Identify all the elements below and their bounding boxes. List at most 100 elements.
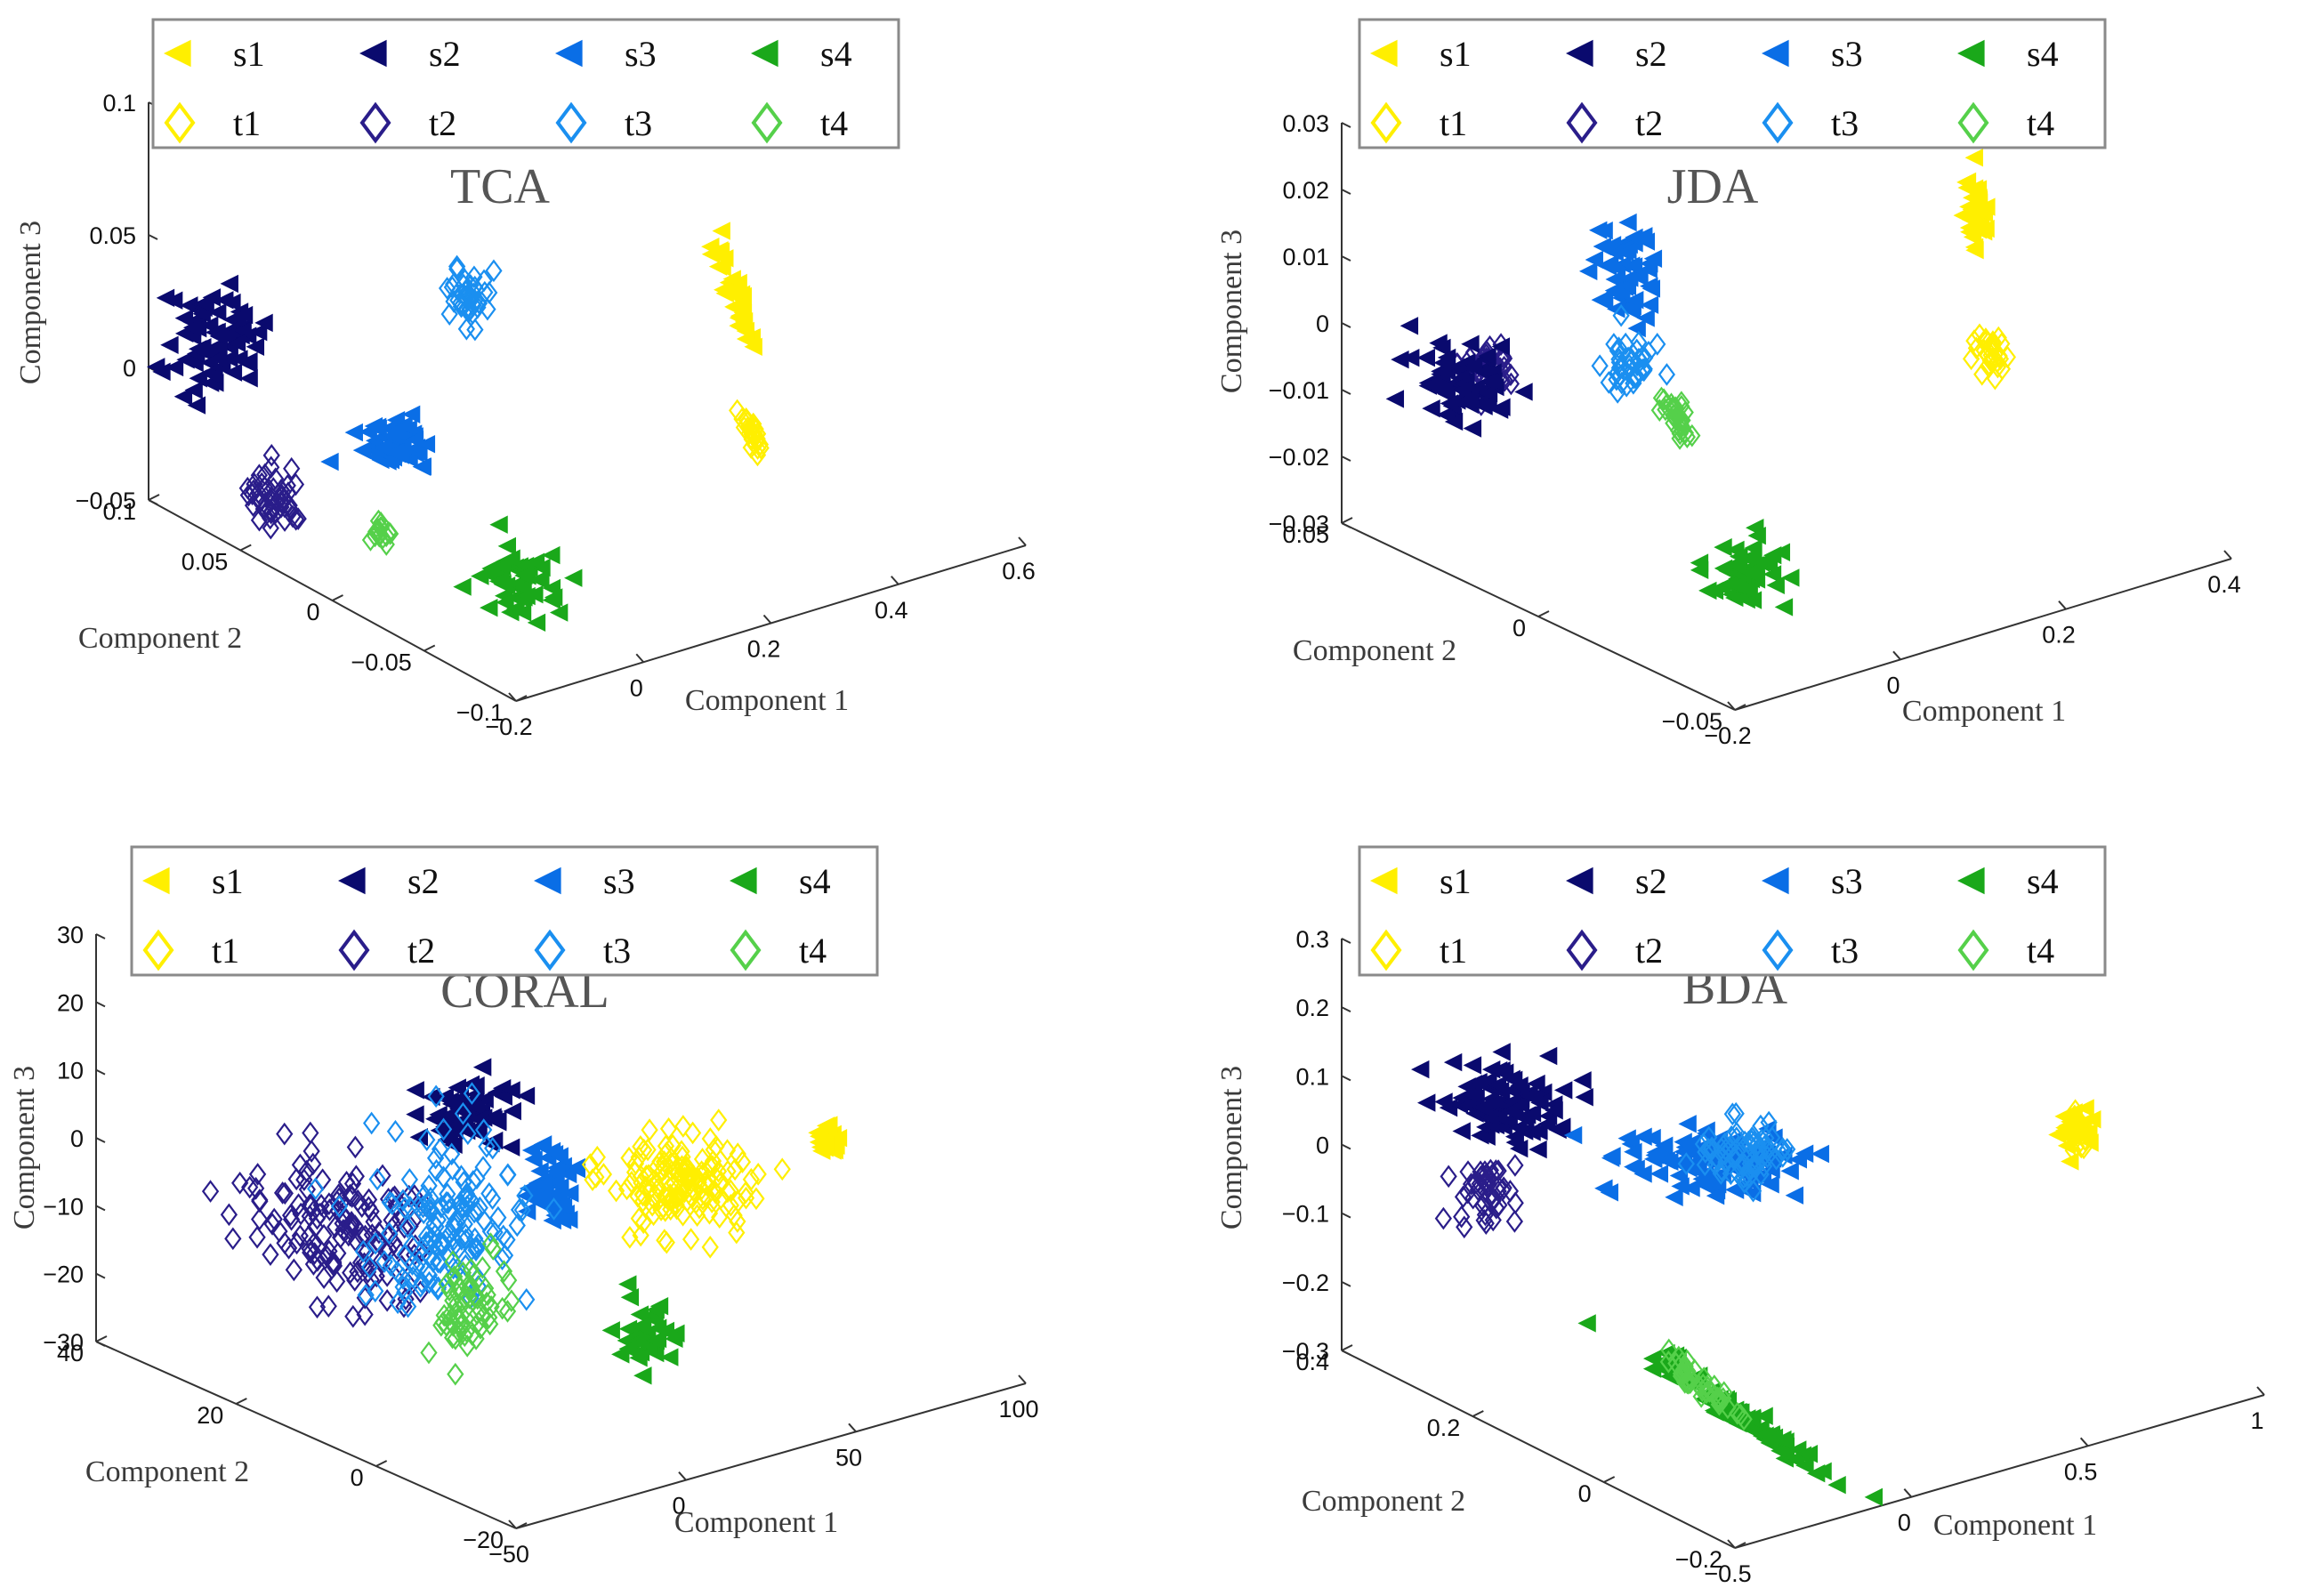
point-s3 [1624,257,1643,276]
point-s2 [164,291,183,310]
point-s4 [629,1349,648,1367]
y-axis-label: Component 2 [85,1455,249,1488]
z-tick-mark [95,1137,106,1143]
cluster-s3 [1563,1115,1829,1206]
legend-marker-s2 [1566,39,1593,68]
point-t2 [276,1122,294,1146]
point-t2 [1494,349,1512,372]
point-s4 [1771,1441,1789,1460]
point-t2 [1477,1212,1495,1235]
cluster-t1 [2064,1099,2095,1163]
point-s4 [1744,538,1763,558]
legend-marker-s4 [1957,867,1985,895]
point-t3 [1612,303,1630,327]
x-tick-mark [1903,1488,1913,1498]
point-t1 [2066,1128,2085,1151]
point-s1 [2076,1099,2094,1117]
point-s2 [1422,399,1440,418]
point-t3 [330,1195,349,1218]
point-s2 [180,296,198,315]
point-t3 [464,1170,482,1193]
point-t3 [413,1270,431,1294]
point-t1 [656,1229,674,1252]
point-t3 [481,1220,499,1243]
legend-box [1358,845,2107,977]
legend-label-t3: t3 [603,931,631,971]
point-t3 [1613,371,1631,395]
legend-label-t4: t4 [2027,931,2054,971]
legend-label-s4: s4 [2027,34,2059,74]
z-tick-mark [1341,122,1351,128]
point-s3 [561,1184,579,1203]
point-s3 [1598,257,1617,276]
point-s3 [1706,1186,1725,1205]
legend-label-s2: s2 [407,861,440,901]
point-s2 [503,1101,521,1121]
z-tick-label: 0.03 [1282,110,1329,137]
point-t2 [362,1199,380,1223]
point-s2 [1530,1093,1549,1112]
point-t4 [1700,1380,1718,1403]
cluster-s3 [1578,213,1663,338]
point-s4 [1763,565,1782,584]
point-s2 [1472,1098,1491,1117]
point-t2 [220,1203,238,1227]
point-t2 [1489,1174,1507,1198]
point-t2 [391,1207,408,1231]
point-s2 [1463,1056,1482,1075]
point-s4 [1787,1440,1807,1459]
point-t3 [499,1163,517,1187]
point-s4 [488,572,508,591]
point-t1 [1965,329,1983,352]
point-t1 [662,1151,680,1175]
point-s2 [1417,1093,1436,1112]
point-t4 [503,1289,520,1312]
point-t3 [394,1189,412,1213]
point-s3 [1795,1144,1814,1163]
point-t2 [1494,1178,1512,1202]
point-s2 [1463,419,1482,438]
cluster-t4 [1659,1338,1753,1431]
cluster-s2 [1411,1043,1593,1159]
point-s1 [1957,172,1977,191]
point-s2 [492,1079,512,1098]
point-t1 [629,1184,647,1208]
point-t1 [677,1157,696,1181]
z-tick-label: 0 [1316,1133,1329,1159]
point-t4 [435,1303,453,1327]
z-tick-mark [1341,189,1351,195]
legend-marker-s3 [555,39,583,68]
legend-label-s3: s3 [1831,861,1863,901]
y-axis-label: Component 2 [1293,634,1456,667]
point-s2 [1400,317,1419,335]
point-s3 [1671,1177,1690,1196]
point-t3 [1713,1137,1730,1161]
point-t1 [701,1127,719,1150]
x-tick-mark [2079,1437,2089,1447]
point-t3 [1626,363,1645,387]
x-tick-mark [2223,550,2232,560]
point-t2 [289,1193,308,1216]
point-s1 [701,245,721,263]
y-axis-line [1341,1350,1736,1549]
point-s3 [1785,1186,1804,1205]
point-t3 [444,1157,462,1181]
point-t3 [455,1196,472,1220]
point-t3 [396,1280,414,1304]
z-tick-label: −20 [43,1261,84,1288]
point-t2 [343,1212,360,1236]
point-t2 [383,1208,400,1232]
cluster-t3 [307,1082,563,1318]
point-s2 [246,337,265,356]
point-t2 [1459,1160,1477,1183]
point-s2 [1488,1061,1508,1080]
point-t2 [287,1231,306,1255]
point-t2 [291,1224,309,1247]
point-s4 [542,545,561,565]
legend-marker-t1 [1370,101,1402,144]
x-tick-mark [1018,1374,1027,1384]
legend-marker-t2 [1566,929,1598,971]
point-s4 [453,577,472,596]
point-s4 [1774,598,1794,617]
point-t3 [1746,1157,1764,1180]
